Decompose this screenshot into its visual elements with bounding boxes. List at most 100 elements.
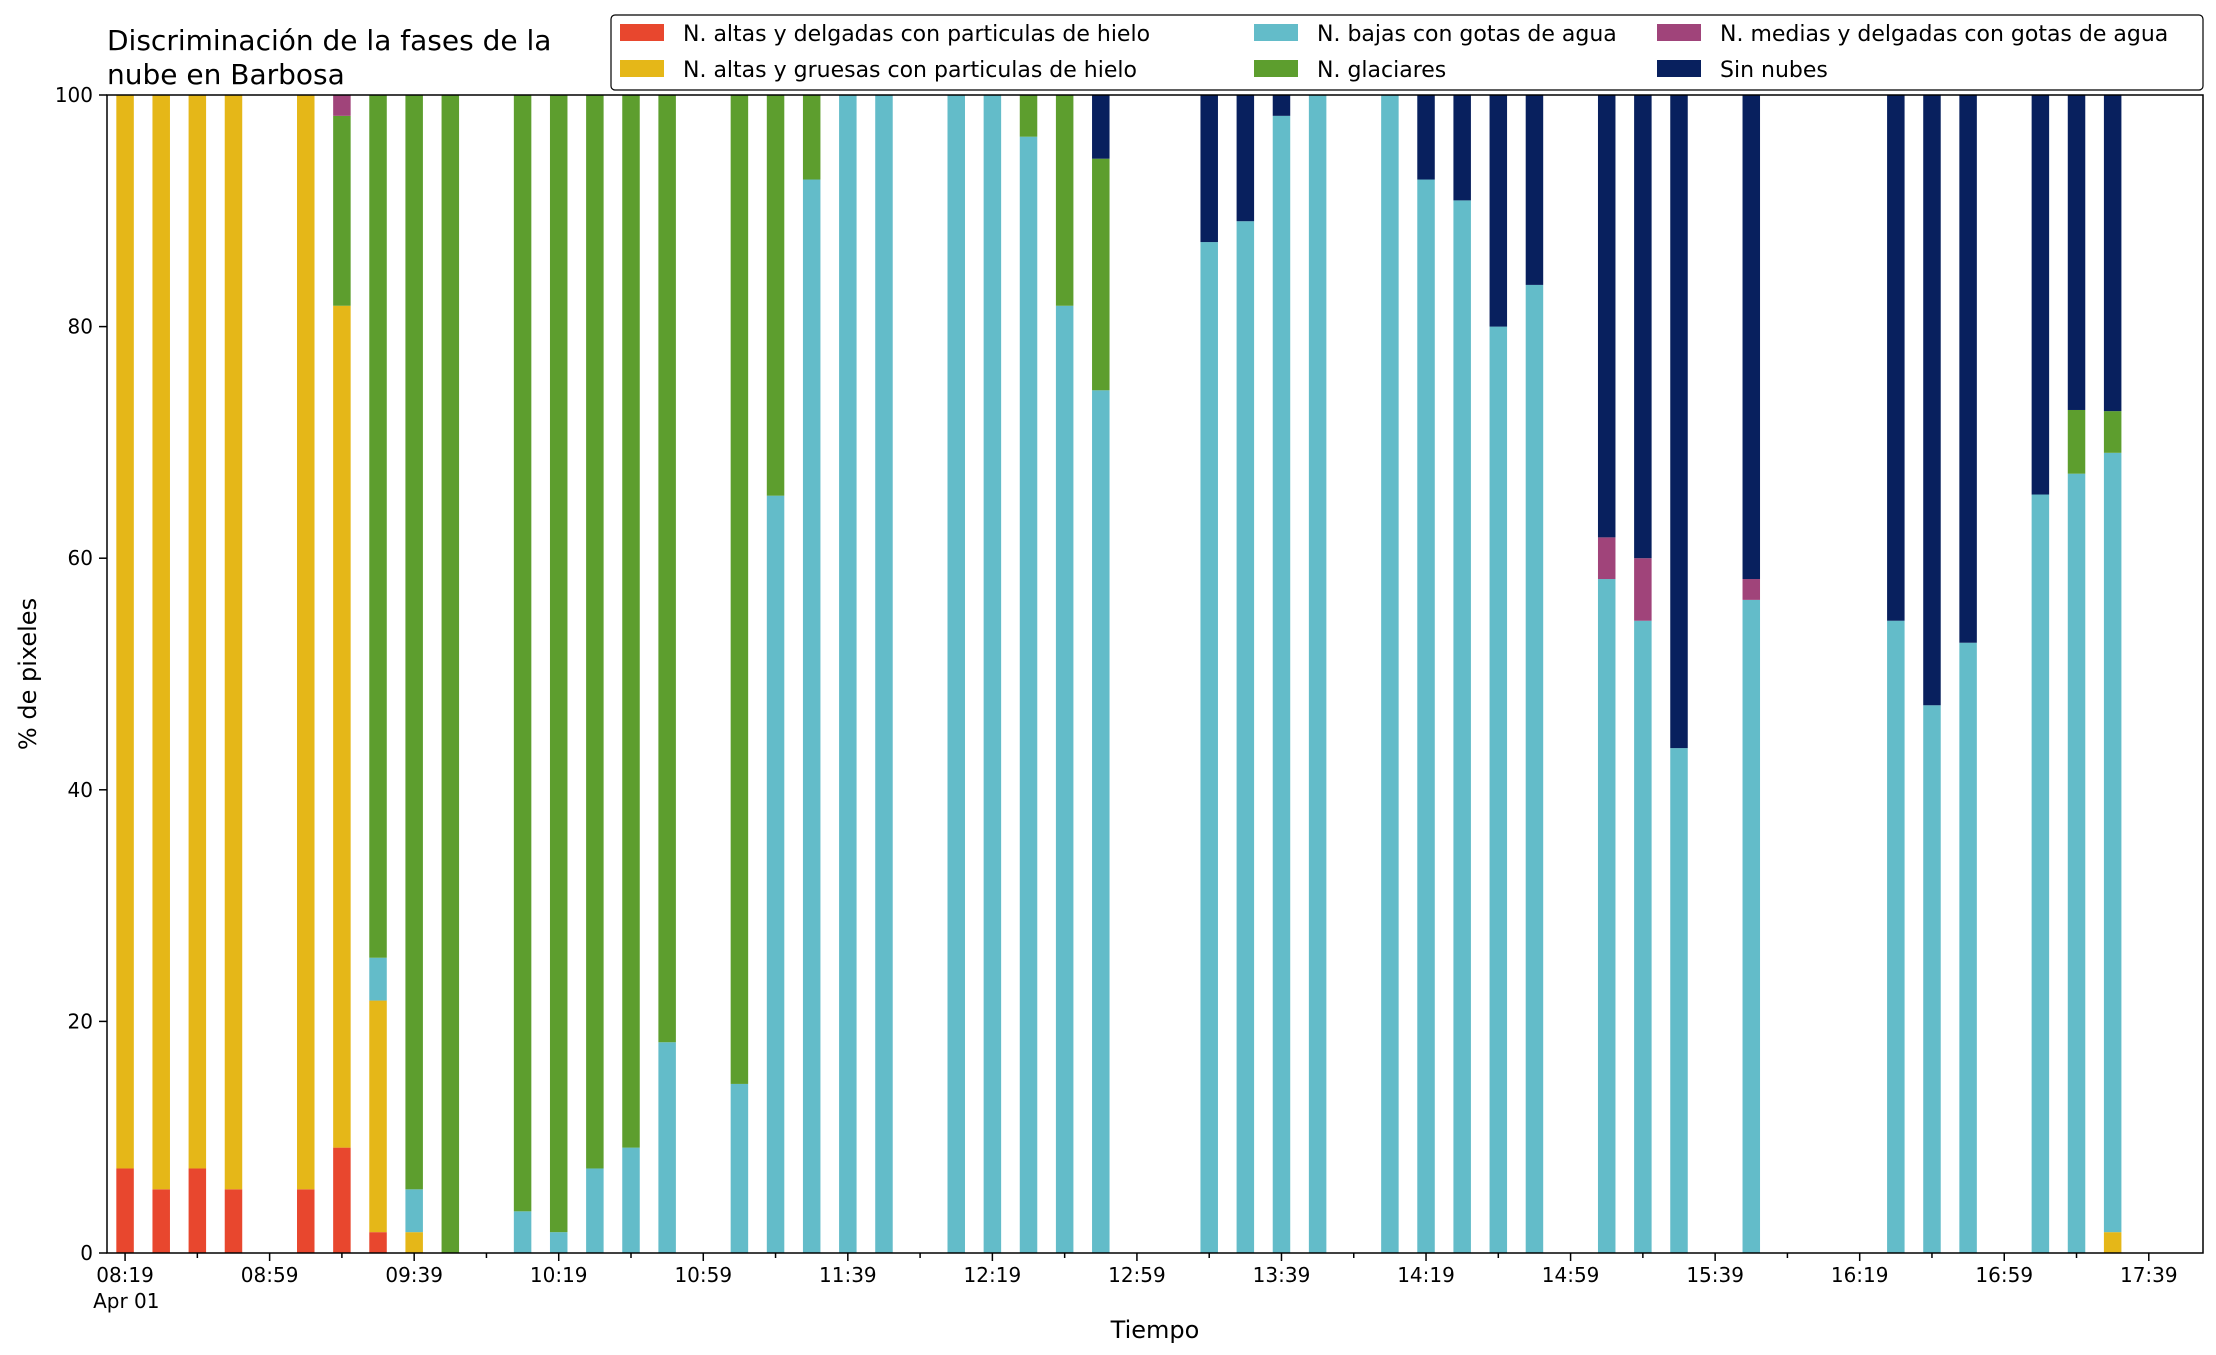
x-tick-label: 15:39 xyxy=(1686,1263,1744,1287)
y-axis: 0 20 40 60 80 100 xyxy=(55,83,107,1265)
bar-segment xyxy=(2031,95,2050,495)
bar-segment xyxy=(116,1168,134,1253)
bar-segment xyxy=(2031,494,2050,1253)
x-tick-label: 17:39 xyxy=(2120,1263,2178,1287)
bar-segment xyxy=(1634,620,1652,1253)
bar-segment xyxy=(730,1083,749,1253)
bar-segment xyxy=(1092,390,1110,1253)
bar-segment xyxy=(802,179,821,1253)
bar-segment xyxy=(1597,579,1616,1253)
bar-segment xyxy=(2103,452,2122,1233)
bar-segment xyxy=(1200,95,1218,243)
bar-segment xyxy=(188,95,207,1169)
bar-segment xyxy=(1923,95,1941,706)
bar-segment xyxy=(2067,95,2086,410)
bar-segment xyxy=(369,95,387,958)
bar-segment xyxy=(802,95,821,180)
bar-segment xyxy=(297,1189,315,1253)
bar-segment xyxy=(549,1232,568,1253)
bar-segment xyxy=(1236,95,1255,222)
x-tick-label: 09:39 xyxy=(385,1263,443,1287)
bar-segment xyxy=(369,1000,387,1233)
bar-segment xyxy=(2103,1232,2122,1253)
x-tick-label: 11:39 xyxy=(819,1263,877,1287)
x-tick-label: 08:59 xyxy=(241,1263,299,1287)
x-tick-label: 14:59 xyxy=(1542,1263,1600,1287)
legend-label: N. altas y gruesas con particulas de hie… xyxy=(683,58,1137,83)
x-tick-label: 08:19 xyxy=(96,1263,154,1287)
bar-segment xyxy=(1272,95,1291,116)
bar-segment xyxy=(1670,748,1688,1253)
legend-label: N. altas y delgadas con particulas de hi… xyxy=(683,22,1150,47)
bar-segment xyxy=(1019,95,1038,137)
y-tick-label: 60 xyxy=(68,546,93,570)
x-tick-label: 10:59 xyxy=(674,1263,732,1287)
legend: N. altas y delgadas con particulas de hi… xyxy=(610,14,2204,91)
bar-segment xyxy=(1489,326,1508,1254)
bar-segment xyxy=(188,1168,207,1253)
bar-segment xyxy=(1959,95,1977,643)
legend-label: Sin nubes xyxy=(1720,58,1828,83)
x-tick-label: 12:19 xyxy=(964,1263,1022,1287)
bar-segment xyxy=(1742,599,1761,1253)
bar-segment xyxy=(1092,158,1110,391)
y-tick-label: 0 xyxy=(80,1241,93,1265)
bar-segment xyxy=(1200,242,1218,1253)
y-tick-label: 80 xyxy=(68,315,93,339)
bar-segment xyxy=(333,1147,351,1253)
chart-title: Discriminación de la fases de la nube en … xyxy=(107,24,551,91)
bar-segment xyxy=(441,95,460,1253)
bar-segment xyxy=(1019,136,1038,1254)
y-tick-label: 20 xyxy=(68,1009,93,1033)
bar-segment xyxy=(405,95,423,1190)
bar-segment xyxy=(1236,221,1255,1254)
bar-segment xyxy=(658,1042,676,1253)
bar-segment xyxy=(333,95,351,116)
bar-segment xyxy=(875,95,893,1253)
bar-segment xyxy=(152,1189,170,1253)
bar-segment xyxy=(369,1232,387,1253)
bar-segment xyxy=(586,95,604,1169)
bar-segment xyxy=(405,1189,423,1233)
bar-segment xyxy=(1417,95,1435,180)
bar-segment xyxy=(549,95,568,1233)
legend-label: N. glaciares xyxy=(1317,58,1446,83)
bar-segment xyxy=(622,1147,640,1253)
bars-layer xyxy=(116,95,2122,1254)
bar-segment xyxy=(2067,473,2086,1253)
bar-segment xyxy=(333,305,351,1148)
bar-segment xyxy=(1453,200,1471,1253)
bar-segment xyxy=(1597,95,1616,538)
bar-segment xyxy=(224,1189,243,1253)
x-date-label: Apr 01 xyxy=(93,1289,159,1313)
bar-segment xyxy=(766,495,785,1253)
bar-segment xyxy=(1092,95,1110,159)
x-tick-label: 12:59 xyxy=(1108,1263,1166,1287)
legend-swatch xyxy=(620,60,664,77)
bar-segment xyxy=(1742,579,1761,600)
bar-segment xyxy=(1742,95,1761,580)
bar-segment xyxy=(1525,95,1544,285)
legend-label: N. medias y delgadas con gotas de agua xyxy=(1720,22,2168,47)
bar-segment xyxy=(1489,95,1508,327)
bar-segment xyxy=(1597,537,1616,580)
x-axis-label: Tiempo xyxy=(1110,1316,1200,1344)
x-tick-label: 16:59 xyxy=(1975,1263,2033,1287)
legend-swatch xyxy=(1657,24,1701,41)
bar-segment xyxy=(2103,95,2122,412)
bar-segment xyxy=(839,95,857,1253)
bar-segment xyxy=(224,95,243,1190)
y-axis-label: % de pixeles xyxy=(14,598,42,750)
bar-segment xyxy=(730,95,749,1084)
bar-segment xyxy=(1887,95,1905,621)
bar-segment xyxy=(297,95,315,1190)
bar-segment xyxy=(513,1211,532,1253)
bar-segment xyxy=(369,957,387,1001)
bar-segment xyxy=(1453,95,1471,201)
legend-frame xyxy=(610,14,2204,91)
x-axis: 08:19 08:59 09:39 10:19 10:59 11:39 12:19 12:59… xyxy=(96,1253,2178,1287)
legend-swatch xyxy=(1254,24,1298,41)
bar-segment xyxy=(1055,305,1074,1253)
bar-segment xyxy=(947,95,965,1253)
legend-swatch xyxy=(1657,60,1701,77)
